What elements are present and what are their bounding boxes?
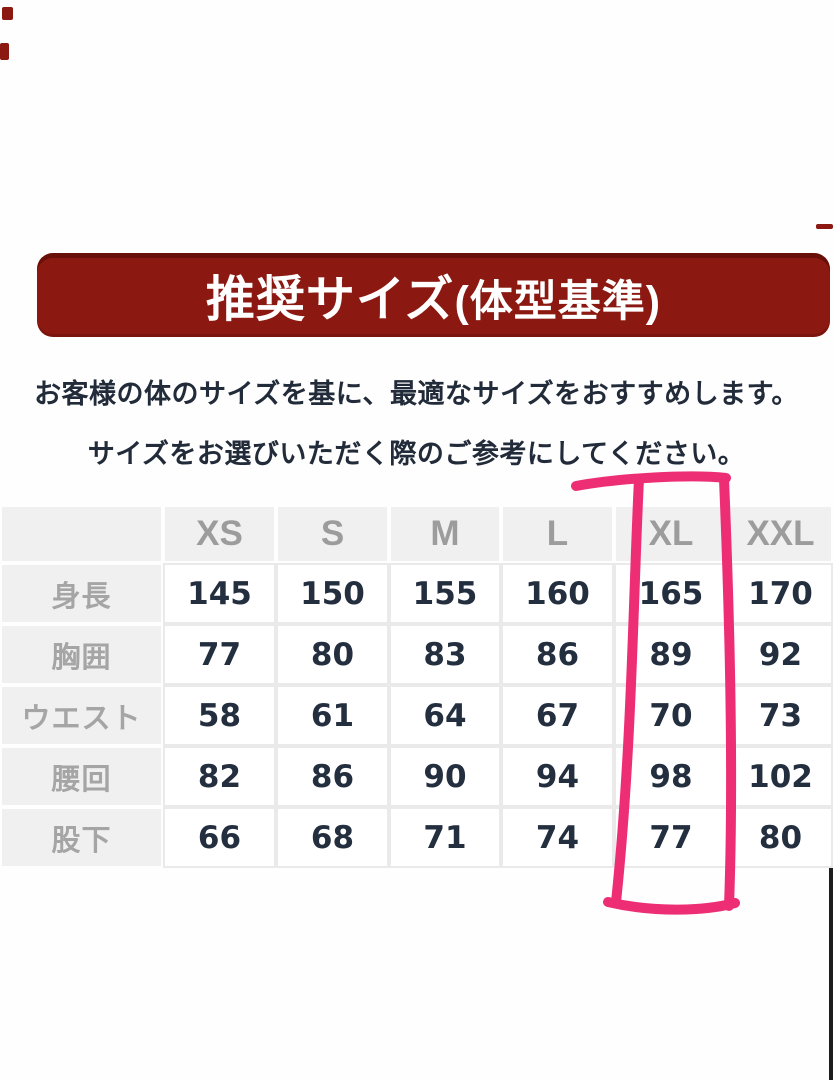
size-value-cell: 89 xyxy=(614,624,728,685)
size-value-cell: 73 xyxy=(728,685,833,746)
column-header-s: S xyxy=(276,505,389,563)
size-value-cell: 98 xyxy=(614,746,728,807)
corner-cell xyxy=(0,505,163,563)
size-value-cell: 68 xyxy=(276,807,389,868)
size-value-cell: 155 xyxy=(389,563,501,624)
red-fleck-top-left-1 xyxy=(2,7,13,20)
size-value-cell: 77 xyxy=(614,807,728,868)
size-value-cell: 150 xyxy=(276,563,389,624)
size-value-cell: 83 xyxy=(389,624,501,685)
size-value-cell: 160 xyxy=(501,563,614,624)
size-value-cell: 94 xyxy=(501,746,614,807)
size-value-cell: 74 xyxy=(501,807,614,868)
table-row-inseam: 股下 66 68 71 74 77 80 xyxy=(0,807,833,868)
table-row-hip: 腰回 82 86 90 94 98 102 xyxy=(0,746,833,807)
table-row-chest: 胸囲 77 80 83 86 89 92 xyxy=(0,624,833,685)
description-line-2: サイズをお選びいただく際のご参考にしてください。 xyxy=(87,439,746,469)
size-table: XS S M L XL XXL 身長 145 150 155 160 165 1… xyxy=(0,505,833,868)
size-value-cell: 90 xyxy=(389,746,501,807)
red-fleck-top-right xyxy=(816,224,833,229)
size-value-cell: 145 xyxy=(163,563,276,624)
size-value-cell: 86 xyxy=(501,624,614,685)
section-title: 推奨サイズ(体型基準) xyxy=(206,260,661,331)
size-table-header-row: XS S M L XL XXL xyxy=(0,505,833,563)
size-value-cell: 70 xyxy=(614,685,728,746)
row-label-waist: ウエスト xyxy=(0,685,163,746)
table-row-height: 身長 145 150 155 160 165 170 xyxy=(0,563,833,624)
size-value-cell: 66 xyxy=(163,807,276,868)
row-label-height: 身長 xyxy=(0,563,163,624)
size-value-cell: 80 xyxy=(276,624,389,685)
column-header-xxl: XXL xyxy=(728,505,833,563)
column-header-xs: XS xyxy=(163,505,276,563)
description-line-1: お客様の体のサイズを基に、最適なサイズをおすすめします。 xyxy=(34,379,799,409)
section-title-main: 推奨サイズ xyxy=(205,272,455,327)
table-row-waist: ウエスト 58 61 64 67 70 73 xyxy=(0,685,833,746)
column-header-m: M xyxy=(389,505,501,563)
size-value-cell: 58 xyxy=(163,685,276,746)
size-value-cell: 82 xyxy=(163,746,276,807)
size-value-cell: 80 xyxy=(728,807,833,868)
row-label-chest: 胸囲 xyxy=(0,624,163,685)
size-value-cell: 71 xyxy=(389,807,501,868)
right-edge-dark-line xyxy=(829,867,833,1080)
column-header-xl: XL xyxy=(614,505,728,563)
size-value-cell: 92 xyxy=(728,624,833,685)
section-title-paren: (体型基準) xyxy=(454,277,662,326)
size-value-cell: 67 xyxy=(501,685,614,746)
size-value-cell: 61 xyxy=(276,685,389,746)
row-label-inseam: 股下 xyxy=(0,807,163,868)
size-value-cell: 170 xyxy=(728,563,833,624)
size-value-cell: 86 xyxy=(276,746,389,807)
column-header-l: L xyxy=(501,505,614,563)
size-value-cell: 77 xyxy=(163,624,276,685)
section-title-banner: 推奨サイズ(体型基準) xyxy=(37,253,830,337)
size-value-cell: 102 xyxy=(728,746,833,807)
size-value-cell: 64 xyxy=(389,685,501,746)
size-value-cell: 165 xyxy=(614,563,728,624)
red-fleck-top-left-2 xyxy=(0,43,9,60)
row-label-hip: 腰回 xyxy=(0,746,163,807)
